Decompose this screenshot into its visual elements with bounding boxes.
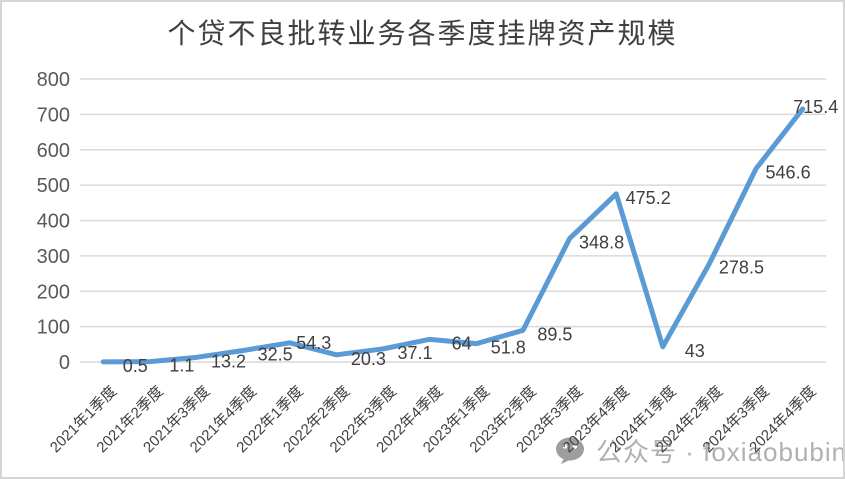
x-axis-labels-layer: 2021年1季度2021年2季度2021年3季度2021年4季度2022年1季度… — [47, 383, 820, 456]
data-point-label: 715.4 — [793, 97, 838, 117]
data-point-label: 37.1 — [398, 343, 433, 363]
data-point-label: 13.2 — [211, 351, 246, 371]
gridlines-layer — [80, 78, 826, 363]
data-point-label: 475.2 — [626, 188, 671, 208]
data-point-label: 32.5 — [258, 345, 293, 365]
y-axis-tick-label: 300 — [37, 246, 70, 268]
data-point-label: 1.1 — [169, 356, 194, 376]
y-axis-tick-label: 800 — [37, 69, 70, 91]
y-axis-tick-label: 0 — [59, 352, 70, 374]
y-axis-labels-layer: 0 100 200 300 400 500 600 700 800 — [37, 69, 70, 374]
series-layer — [100, 106, 806, 365]
watermark: 公众号 · foxiaobubin — [554, 432, 845, 469]
data-point-label: 89.5 — [537, 324, 572, 344]
data-point-label: 51.8 — [491, 338, 526, 358]
data-point-label: 278.5 — [719, 257, 764, 277]
data-point-label: 20.3 — [351, 349, 386, 369]
data-point-label: 348.8 — [579, 233, 624, 253]
data-point-label: 43 — [685, 341, 705, 361]
y-axis-tick-label: 400 — [37, 211, 70, 233]
watermark-text: 公众号 · foxiaobubin — [596, 437, 845, 467]
data-point-label: 0.5 — [123, 356, 148, 376]
chart-title: 个贷不良批转业务各季度挂牌资产规模 — [167, 19, 678, 50]
y-axis-tick-label: 100 — [37, 317, 70, 339]
series-line — [100, 106, 806, 365]
y-axis-tick-label: 700 — [37, 104, 70, 126]
data-point-label: 546.6 — [766, 163, 811, 183]
data-point-label: 54.3 — [296, 333, 331, 353]
data-labels-layer: 0.5 1.1 13.2 32.554.3 20.3 37.1 64 51.8 89.5 348.… — [123, 97, 838, 376]
y-axis-tick-label: 600 — [37, 140, 70, 162]
y-axis-tick-label: 200 — [37, 281, 70, 303]
wechat-icon — [556, 437, 584, 464]
data-point-label: 64 — [452, 333, 472, 353]
y-axis-tick-label: 500 — [37, 175, 70, 197]
